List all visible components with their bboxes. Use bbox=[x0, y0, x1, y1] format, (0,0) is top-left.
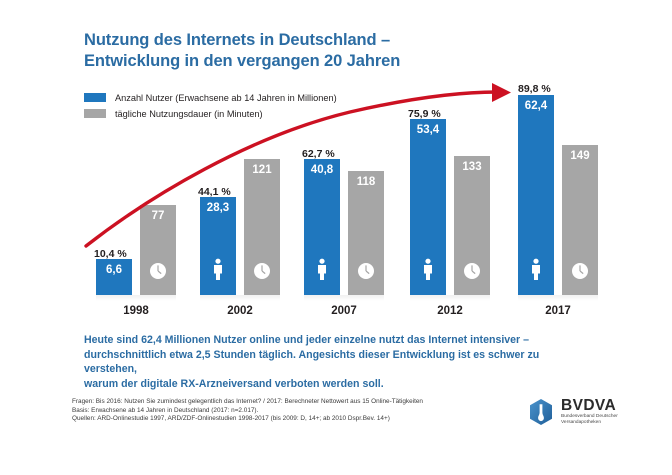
bar-duration-2007: 118 bbox=[348, 171, 384, 295]
bar-users-2007: 40,8 bbox=[304, 159, 340, 295]
bar-users-1998: 6,6 bbox=[96, 259, 132, 295]
percent-label-2017: 89,8 % bbox=[518, 83, 551, 95]
axis-label-2007: 2007 bbox=[331, 305, 357, 317]
logo-subtitle: Bundesverband Deutscher Versandapotheken bbox=[561, 414, 618, 426]
clock-icon bbox=[253, 262, 271, 285]
chart-group-2007: 62,7 % 40,8 118 2007 bbox=[302, 0, 384, 320]
percent-label-1998: 10,4 % bbox=[94, 248, 127, 260]
bar-chart: 10,4 % 6,6 77 1998 44,1 % 28,3 bbox=[84, 0, 598, 320]
footnotes: Fragen: Bis 2016: Nutzen Sie zumindest g… bbox=[72, 398, 492, 424]
person-icon bbox=[529, 258, 543, 285]
bar-duration-2017: 149 bbox=[562, 145, 598, 295]
bar-users-2002: 28,3 bbox=[200, 197, 236, 295]
footnote-basis: Basis: Erwachsene ab 14 Jahren in Deutsc… bbox=[72, 406, 259, 414]
title-line-2: Entwicklung in den vergangen 20 Jahren bbox=[84, 52, 401, 70]
bar-value-duration-2012: 133 bbox=[462, 161, 482, 173]
statement-line-1: Heute sind 62,4 Millionen Nutzer online … bbox=[84, 334, 530, 346]
person-icon bbox=[211, 258, 225, 285]
axis-label-2017: 2017 bbox=[545, 305, 571, 317]
chart-group-2012: 75,9 % 53,4 133 2012 bbox=[408, 0, 490, 320]
axis-label-2002: 2002 bbox=[227, 305, 253, 317]
statement-text: Heute sind 62,4 Millionen Nutzer online … bbox=[84, 333, 584, 391]
bar-duration-2002: 121 bbox=[244, 159, 280, 295]
clock-icon bbox=[149, 262, 167, 285]
person-icon bbox=[315, 258, 329, 285]
axis-label-1998: 1998 bbox=[123, 305, 149, 317]
statement-line-3: warum der digitale RX-Arzneiversand verb… bbox=[84, 377, 384, 390]
bar-reflection bbox=[518, 295, 598, 301]
statement-line-2: durchschnittlich etwa 2,5 Stunden täglic… bbox=[84, 348, 540, 376]
bar-value-users-2002: 28,3 bbox=[206, 202, 230, 214]
title-line-1: Nutzung des Internets in Deutschland – bbox=[84, 31, 391, 49]
bar-reflection bbox=[304, 295, 384, 301]
footnote-sources: Quellen: ARD-Onlinestudie 1997, ARD/ZDF-… bbox=[72, 415, 390, 423]
bar-reflection bbox=[410, 295, 490, 301]
chart-group-2002: 44,1 % 28,3 121 2002 bbox=[198, 0, 280, 320]
logo-subtitle-line-2: Versandapotheken bbox=[561, 420, 602, 426]
bar-value-users-1998: 6,6 bbox=[106, 264, 122, 276]
bar-users-2017: 62,4 bbox=[518, 95, 554, 295]
bar-value-duration-2002: 121 bbox=[252, 164, 272, 176]
bar-users-2012: 53,4 bbox=[410, 119, 446, 295]
clock-icon bbox=[571, 262, 589, 285]
bar-duration-1998: 77 bbox=[140, 205, 176, 295]
person-icon bbox=[421, 258, 435, 285]
bvdva-logo: BVDVA Bundesverband Deutscher Versandapo… bbox=[528, 398, 618, 426]
bar-reflection bbox=[96, 295, 176, 301]
bar-value-duration-2007: 118 bbox=[356, 176, 376, 188]
chart-group-1998: 10,4 % 6,6 77 1998 bbox=[94, 0, 176, 320]
bar-duration-2012: 133 bbox=[454, 156, 490, 295]
clock-icon bbox=[357, 262, 375, 285]
axis-label-2012: 2012 bbox=[437, 305, 463, 317]
bar-value-duration-1998: 77 bbox=[151, 210, 165, 222]
bar-value-users-2007: 40,8 bbox=[310, 164, 334, 176]
bar-reflection bbox=[200, 295, 280, 301]
bar-value-duration-2017: 149 bbox=[570, 150, 590, 162]
footnote-questions: Fragen: Bis 2016: Nutzen Sie zumindest g… bbox=[72, 398, 423, 405]
logo-name: BVDVA bbox=[561, 397, 617, 414]
page-title: Nutzung des Internets in Deutschland – E… bbox=[84, 30, 544, 72]
bar-value-users-2017: 62,4 bbox=[524, 100, 548, 112]
bar-value-users-2012: 53,4 bbox=[416, 124, 440, 136]
clock-icon bbox=[463, 262, 481, 285]
logo-text: BVDVA Bundesverband Deutscher Versandapo… bbox=[561, 398, 618, 426]
logo-subtitle-line-1: Bundesverband Deutscher bbox=[561, 414, 618, 419]
hexagon-pestle-icon bbox=[528, 398, 554, 426]
chart-group-2017: 89,8 % 62,4 149 2017 bbox=[518, 0, 598, 320]
